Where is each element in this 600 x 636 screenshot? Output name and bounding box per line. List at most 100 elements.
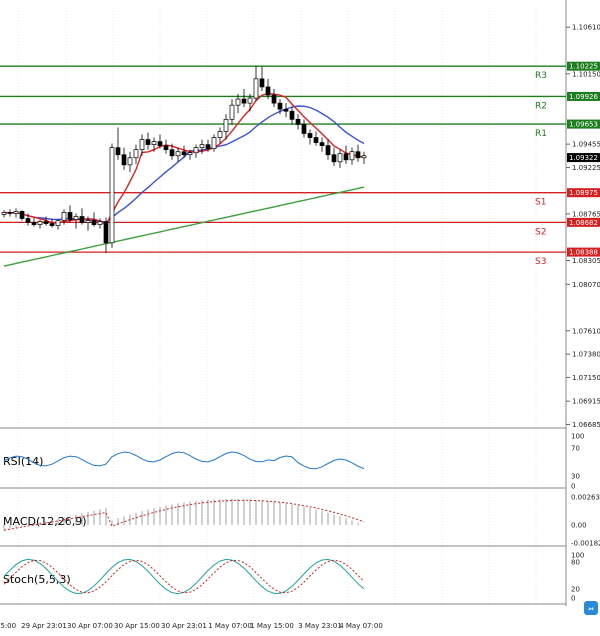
price-axis: 1.10610 1.10150 1.09455 1.09225 1.08765 1.083…: [566, 24, 600, 429]
candle-body: [253, 78, 259, 99]
level-name-r2: R2: [535, 101, 547, 111]
candle-body: [217, 131, 223, 138]
candle-body: [25, 218, 31, 223]
candle-body: [79, 216, 85, 223]
candle-body: [313, 137, 319, 143]
candle-body: [133, 149, 139, 159]
macd-signal-line: [3, 499, 365, 531]
candle-body: [187, 152, 193, 156]
chart-corner-control[interactable]: ⇔: [584, 601, 598, 615]
time-tick-label: 4 May 07:00: [339, 622, 383, 630]
rsi-tick-label: 30: [571, 473, 580, 481]
candle-body: [337, 153, 343, 163]
stoch-tick-label: 20: [571, 586, 580, 594]
candle-body: [121, 154, 127, 166]
level-price-label: 1.09926: [569, 93, 598, 101]
level-name-s1: S1: [535, 198, 546, 208]
candle-body: [67, 212, 73, 220]
level-name-s3: S3: [535, 257, 546, 267]
candle-body: [349, 151, 355, 161]
candlesticks: [1, 65, 367, 253]
candle-body: [1, 212, 7, 215]
ma-slow-line: [3, 186, 365, 267]
level-price-box: [567, 247, 600, 257]
chart-nav-icon: ⇔: [588, 605, 594, 613]
candle-body: [49, 223, 55, 226]
candle-body: [295, 118, 301, 125]
stoch-tick-label: 100: [571, 552, 584, 560]
candle-body: [37, 221, 43, 225]
candle-body: [211, 137, 217, 150]
candle-body: [343, 153, 349, 161]
time-tick-label: 30 Apr 23:01: [161, 622, 207, 630]
level-price-label: 1.08388: [569, 249, 598, 257]
current-price-box: [567, 153, 600, 163]
macd-tick-label: -0.001829: [571, 540, 600, 548]
candle-body: [73, 216, 79, 220]
candle-body: [19, 211, 25, 219]
candle-body: [85, 220, 91, 223]
candle-body: [103, 221, 109, 244]
candle-body: [223, 118, 229, 132]
time-tick-label: 30 Apr 07:00: [67, 622, 113, 630]
price-tick-label: 1.10150: [572, 70, 600, 78]
candle-body: [325, 145, 331, 156]
candle-body: [181, 151, 187, 156]
candle-body: [331, 154, 337, 163]
level-price-label: 1.10225: [569, 63, 598, 71]
price-tick-label: 1.07150: [572, 374, 600, 382]
candle-body: [247, 97, 253, 104]
candle-body: [55, 220, 61, 226]
candle-body: [205, 144, 211, 150]
level-price-label: 1.08682: [569, 219, 598, 227]
time-tick-label: 1 May 15:00: [250, 622, 294, 630]
candle-body: [139, 139, 145, 151]
price-tick-label: 1.08765: [572, 210, 600, 218]
rsi-label: RSI(14): [3, 455, 43, 468]
price-tick-label: 1.07380: [572, 351, 600, 359]
candle-body: [175, 151, 181, 157]
rsi-line: [3, 451, 365, 470]
rsi-tick-label: 70: [571, 445, 580, 453]
price-tick-label: 1.06915: [572, 398, 600, 406]
time-tick-label: 1 May 07:00: [208, 622, 252, 630]
level-price-box: [567, 217, 600, 227]
candle-body: [235, 98, 241, 106]
candle-body: [271, 94, 277, 104]
candle-body: [241, 98, 247, 104]
level-name-r1: R1: [535, 129, 547, 139]
candle-body: [145, 139, 151, 145]
candle-body: [13, 211, 19, 214]
price-tick-label: 1.08305: [572, 257, 600, 265]
macd-panel: MACD(12,26,9) 0.002637 0.00 -0.001829: [0, 494, 600, 548]
rsi-tick-label: 0: [571, 483, 575, 491]
time-tick-label: 3 May 23:01: [298, 622, 342, 630]
candle-body: [361, 155, 367, 159]
macd-tick-label: 0.00: [571, 522, 587, 530]
current-price-label: 1.09322: [569, 154, 598, 162]
price-tick-label: 1.07610: [572, 327, 600, 335]
stoch-tick-label: 0: [571, 595, 575, 603]
candle-body: [157, 141, 163, 146]
candle-body: [115, 147, 121, 156]
time-tick-label: 29 Apr 23:01: [21, 622, 67, 630]
candle-body: [199, 144, 205, 149]
candle-body: [7, 212, 13, 214]
level-price-label: 1.09653: [569, 121, 598, 129]
rsi-panel: RSI(14) 100 70 30 0: [0, 433, 584, 491]
level-name-r3: R3: [535, 71, 547, 81]
candle-body: [283, 108, 289, 112]
chart-nav-button[interactable]: [584, 601, 598, 615]
stoch-k-line: [3, 558, 365, 595]
level-price-box: [567, 61, 600, 71]
level-price-label: 1.08975: [569, 189, 598, 197]
candle-body: [127, 157, 133, 166]
grid: [0, 0, 567, 606]
macd-label: MACD(12,26,9): [3, 515, 87, 528]
time-tick-label: 15:00: [0, 622, 16, 630]
rsi-tick-label: 100: [571, 433, 584, 441]
